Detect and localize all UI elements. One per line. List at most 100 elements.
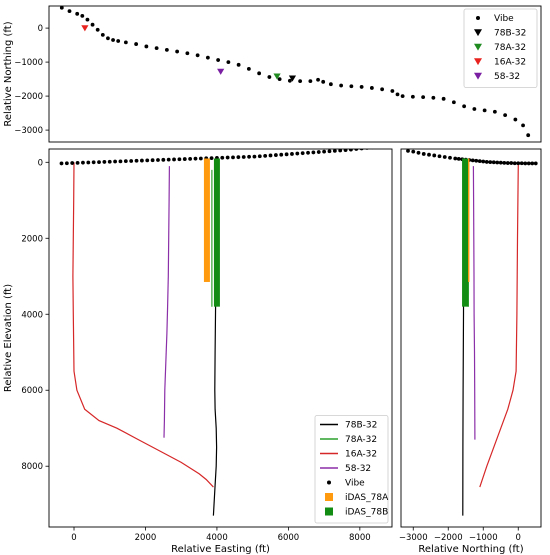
point-vibe bbox=[411, 149, 416, 154]
point-vibe bbox=[64, 161, 69, 166]
x-tick-label: 8000 bbox=[349, 533, 371, 543]
point-vibe bbox=[172, 157, 176, 162]
legend-label-idas-78b: iDAS_78B bbox=[345, 508, 388, 518]
point-vibe bbox=[252, 154, 257, 159]
point-vibe bbox=[421, 152, 426, 156]
point-vibe bbox=[86, 160, 91, 165]
y-tick-label: 6000 bbox=[21, 386, 43, 396]
point-vibe bbox=[102, 160, 107, 164]
point-vibe bbox=[205, 55, 210, 60]
line-58-32 bbox=[163, 166, 170, 438]
point-vibe bbox=[59, 6, 64, 10]
legend-marker-vibe bbox=[476, 16, 480, 20]
x-tick-label: −2000 bbox=[434, 533, 463, 543]
point-vibe bbox=[97, 160, 101, 165]
line-16a-32 bbox=[72, 162, 214, 488]
point-vibe bbox=[338, 149, 343, 153]
legend-frame bbox=[314, 415, 389, 524]
point-vibe bbox=[257, 71, 262, 76]
y-axis-label: Relative Elevation (ft) bbox=[3, 284, 14, 392]
point-vibe bbox=[246, 67, 251, 71]
x-axis-label: Relative Easting (ft) bbox=[171, 544, 270, 555]
point-vibe bbox=[290, 152, 294, 156]
point-vibe bbox=[80, 13, 85, 18]
point-vibe bbox=[456, 156, 461, 161]
point-vibe bbox=[488, 160, 493, 165]
point-vibe bbox=[267, 75, 272, 79]
point-vibe bbox=[106, 36, 110, 41]
easting-elevation-axes: 0 2000 4000 6000 8000 0 2000 4000 6000 8000 Relati… bbox=[3, 143, 393, 555]
axes-frame bbox=[400, 148, 542, 528]
point-vibe bbox=[492, 109, 497, 114]
point-vibe bbox=[321, 79, 326, 84]
point-vibe bbox=[462, 104, 467, 109]
point-vibe bbox=[123, 159, 128, 164]
point-vibe bbox=[175, 49, 180, 54]
point-vibe bbox=[453, 156, 458, 161]
point-vibe bbox=[498, 160, 503, 165]
x-tick-label: 0 bbox=[71, 533, 76, 543]
point-vibe bbox=[118, 159, 123, 164]
point-vibe bbox=[502, 160, 507, 165]
point-vibe bbox=[129, 159, 134, 163]
y-tick-label: 4000 bbox=[21, 310, 43, 320]
y-tick-label: −2000 bbox=[14, 92, 43, 102]
point-vibe bbox=[328, 82, 333, 87]
legend-marker-16a-32 bbox=[474, 58, 482, 66]
marker-58-32 bbox=[217, 68, 225, 75]
point-vibe bbox=[241, 155, 246, 159]
x-tick-label: 4000 bbox=[206, 533, 228, 543]
point-vibe bbox=[311, 150, 316, 155]
point-vibe bbox=[209, 156, 214, 161]
point-vibe bbox=[354, 149, 359, 151]
point-vibe bbox=[516, 161, 521, 166]
point-vibe bbox=[134, 42, 139, 46]
marker-78a-32 bbox=[273, 73, 281, 80]
legend-label-vibe: Vibe bbox=[494, 14, 514, 24]
x-axis-label: Relative Northing (ft) bbox=[418, 544, 523, 555]
y-tick-label: 8000 bbox=[21, 462, 43, 472]
x-tick-label: −1000 bbox=[469, 533, 498, 543]
point-vibe bbox=[327, 149, 332, 154]
point-vibe bbox=[220, 155, 225, 160]
point-vibe bbox=[332, 149, 337, 153]
legend-label-78a-32: 78A-32 bbox=[494, 43, 526, 53]
line-16a-32 bbox=[479, 162, 519, 488]
point-vibe bbox=[145, 158, 150, 163]
point-vibe bbox=[257, 154, 262, 159]
point-vibe bbox=[376, 144, 380, 148]
point-vibe bbox=[70, 161, 75, 165]
point-vibe bbox=[509, 161, 514, 165]
point-vibe bbox=[193, 156, 198, 161]
point-vibe bbox=[226, 60, 231, 64]
point-vibe bbox=[448, 155, 452, 160]
legend-label-58-32: 58-32 bbox=[494, 72, 520, 82]
point-vibe bbox=[247, 154, 251, 159]
point-vibe bbox=[432, 153, 437, 158]
marker-16a-32 bbox=[81, 25, 89, 32]
point-vibe bbox=[526, 161, 531, 166]
point-vibe bbox=[164, 47, 169, 52]
point-vibe bbox=[284, 152, 289, 157]
legend-label-16a-32: 16A-32 bbox=[494, 58, 526, 68]
point-vibe bbox=[491, 160, 496, 165]
point-vibe bbox=[481, 159, 486, 164]
point-vibe bbox=[316, 77, 320, 82]
point-vibe bbox=[339, 83, 344, 88]
point-vibe bbox=[322, 149, 327, 154]
point-vibe bbox=[161, 157, 166, 162]
point-vibe bbox=[381, 143, 385, 147]
point-vibe bbox=[359, 149, 364, 151]
y-tick-label: 0 bbox=[38, 24, 43, 34]
point-vibe bbox=[380, 87, 385, 92]
point-vibe bbox=[150, 158, 155, 163]
legend-marker-idas-78a bbox=[325, 493, 333, 501]
axes-frame bbox=[48, 148, 393, 528]
point-vibe bbox=[123, 40, 128, 45]
point-vibe bbox=[316, 150, 321, 154]
y-tick-label: 2000 bbox=[21, 234, 43, 244]
point-vibe bbox=[533, 161, 538, 166]
plot-area bbox=[406, 149, 538, 516]
legend-marker-58-32 bbox=[474, 72, 482, 80]
